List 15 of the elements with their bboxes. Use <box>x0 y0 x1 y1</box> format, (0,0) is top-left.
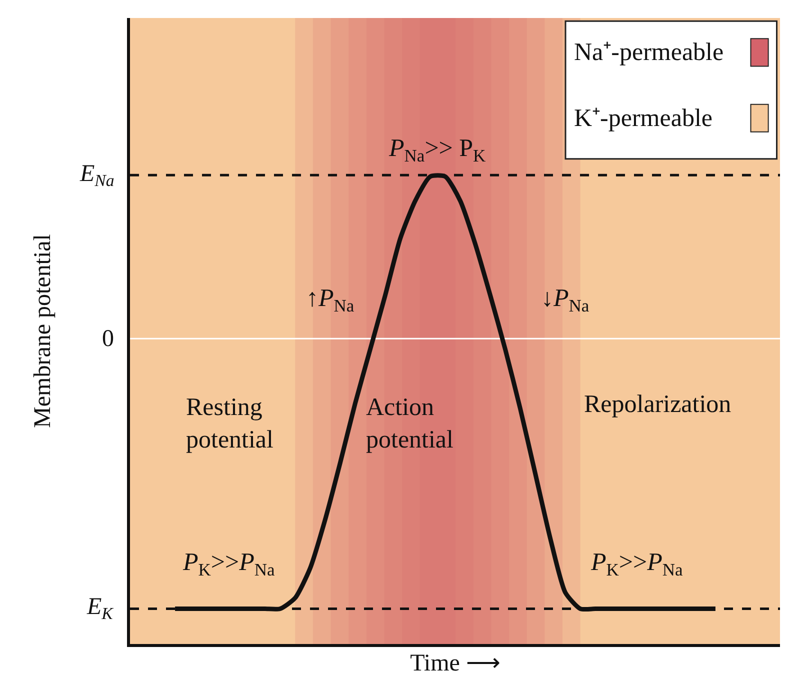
annotation: Action potential <box>366 394 454 454</box>
annotation: Resting potential <box>186 394 274 454</box>
ref-line-label: E$_{K}$ <box>86 594 114 624</box>
annotation: Repolarization <box>584 391 732 418</box>
annotation: P$_{K}$>>P$_{Na}$ <box>590 549 684 580</box>
text: P$_{Na}$>> P$_{K}$ <box>388 135 486 166</box>
text: K⁺-permeable <box>574 105 712 132</box>
ref-line-label: E$_{Na}$ <box>79 161 114 190</box>
text: Na⁺-permeable <box>574 39 724 66</box>
y-axis-title: Membrane potential <box>30 234 56 428</box>
annotation: ↑P$_{Na}$ <box>306 285 354 316</box>
x-axis-title: Time ⟶ <box>410 650 500 676</box>
annotation: P$_{K}$>>P$_{Na}$ <box>182 549 276 580</box>
annotation: ↓P$_{Na}$ <box>541 285 590 316</box>
ref-line-label: 0 <box>102 326 114 352</box>
